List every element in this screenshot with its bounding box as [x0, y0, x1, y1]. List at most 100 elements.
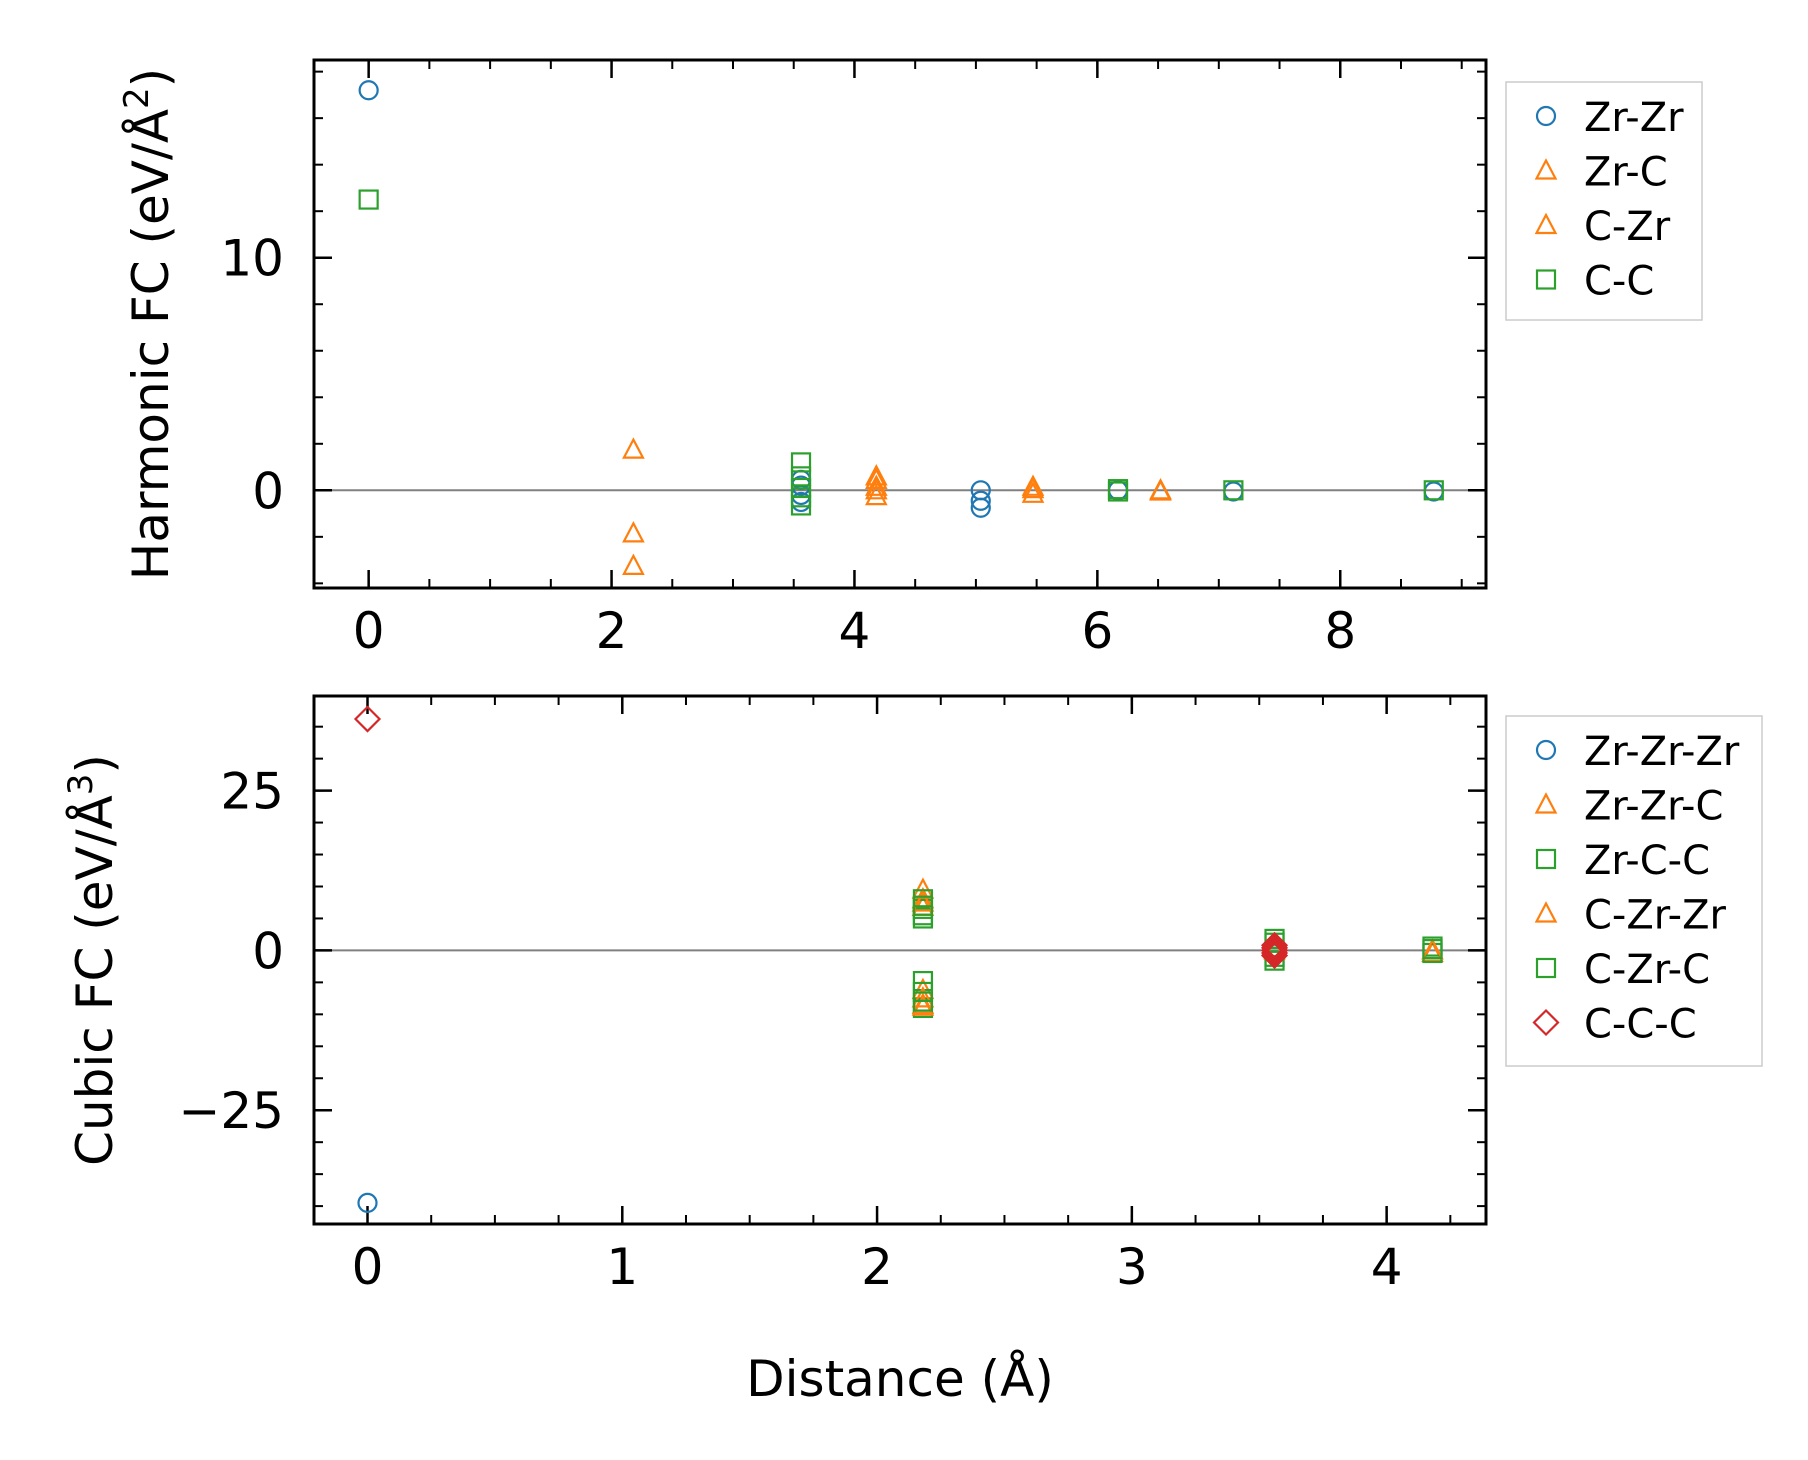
cubic-legend-box	[1505, 715, 1763, 1067]
series-Zr-Zr-Zr	[357, 937, 1285, 1214]
data-point-C-Zr-C	[1264, 950, 1285, 971]
data-point-C-C-C	[1260, 936, 1289, 964]
y-tick-label: 0	[252, 922, 284, 980]
legend-label-C-Zr-Zr: C-Zr-Zr	[1584, 893, 1726, 939]
data-point-Zr-Zr	[1423, 481, 1444, 502]
data-point-Zr-C	[622, 553, 645, 576]
data-point-Zr-C	[864, 474, 888, 496]
data-point-C-C-C	[353, 705, 382, 733]
series-C-C	[358, 189, 1444, 516]
harmonic-ticks	[314, 60, 1486, 588]
legend-label-C-C: C-C	[1584, 259, 1654, 305]
legend-label-Zr-Zr-Zr: Zr-Zr-Zr	[1584, 729, 1740, 775]
y-tick-label: 25	[220, 763, 284, 821]
legend-marker-Zr-Zr	[1535, 105, 1557, 127]
legend-marker-Zr-Zr-Zr	[1535, 739, 1557, 761]
data-point-C-Zr	[1149, 477, 1172, 500]
legend-label-C-Zr: C-Zr	[1584, 204, 1671, 250]
data-point-C-Zr	[864, 463, 888, 486]
legend-label-Zr-Zr-C: Zr-Zr-C	[1584, 784, 1723, 830]
data-point-C-C-C	[1260, 939, 1289, 967]
harmonic-axes-frame	[312, 58, 1488, 590]
legend-marker-C-Zr-C	[1535, 957, 1557, 979]
series-Zr-Zr-C	[911, 877, 1444, 1014]
data-point-C-C	[358, 189, 379, 210]
data-point-Zr-C	[1021, 481, 1045, 503]
harmonic-legend: Zr-Zr Zr-C C-Zr C-C	[1505, 81, 1703, 321]
legend-label-Zr-C: Zr-C	[1584, 150, 1668, 196]
x-tick-label: 4	[839, 602, 871, 660]
series-Zr-C-C	[912, 889, 1443, 1019]
legend-label-Zr-Zr: Zr-Zr	[1584, 95, 1684, 141]
data-point-C-Zr-C	[912, 905, 934, 926]
legend-marker-Zr-C-C	[1535, 848, 1557, 870]
data-point-C-C	[790, 452, 812, 473]
series-C-Zr-C	[912, 895, 1443, 1012]
x-tick-label: 0	[352, 1238, 384, 1296]
series-C-Zr	[864, 463, 1172, 500]
series-Zr-C	[622, 437, 1172, 576]
cubic-ylabel: Cubic FC (eV/Å3)	[61, 754, 124, 1166]
data-point-C-C	[1423, 480, 1444, 501]
cubic-tick-labels: 0 1 2 3 4 −25 0 25	[178, 763, 1402, 1296]
data-point-C-C-C	[1260, 931, 1289, 959]
x-tick-label: 6	[1081, 602, 1113, 660]
data-point-Zr-Zr	[970, 490, 991, 511]
series-C-Zr-Zr	[911, 890, 1444, 1016]
legend-marker-Zr-Zr-C	[1534, 792, 1558, 814]
legend-marker-C-C	[1535, 269, 1557, 290]
cubic-ticks	[314, 696, 1486, 1224]
legend-marker-C-Zr	[1534, 212, 1558, 235]
legend-label-Zr-C-C: Zr-C-C	[1584, 838, 1710, 884]
series-C-C-C	[353, 705, 1289, 970]
data-point-Zr-Zr	[970, 497, 991, 518]
data-point-C-C-C	[1260, 934, 1289, 962]
data-point-C-Zr-Zr	[911, 890, 935, 912]
x-tick-label: 4	[1371, 1238, 1403, 1296]
cubic-data-points	[353, 705, 1444, 1214]
legend-marker-C-C-C	[1532, 1008, 1560, 1037]
y-tick-label: 0	[252, 462, 284, 520]
legend-label-C-Zr-C: C-Zr-C	[1584, 947, 1710, 993]
data-point-C-Zr-C	[1422, 939, 1443, 960]
cubic-legend: Zr-Zr-Zr Zr-Zr-C Zr-C-C C-Zr-Zr C-Zr-C C-C-C	[1505, 715, 1763, 1067]
x-tick-label: 2	[861, 1238, 893, 1296]
x-tick-label: 1	[606, 1238, 638, 1296]
cubic-axes-frame	[312, 694, 1488, 1226]
harmonic-data-points	[358, 80, 1444, 576]
harmonic-tick-labels: 0 2 4 6 8 0 10	[220, 230, 1356, 660]
data-point-C-C	[1107, 481, 1129, 502]
cubic-legend-entries: Zr-Zr-Zr Zr-Zr-C Zr-C-C C-Zr-Zr C-Zr-C C-C-C	[1532, 729, 1740, 1048]
harmonic-panel: 0 2 4 6 8 0 10 Harmonic FC (eV/Å2) Zr-Zr Zr-C C-…	[117, 58, 1703, 660]
data-point-Zr-C	[622, 437, 645, 459]
data-point-C-C-C	[1260, 941, 1289, 970]
y-tick-label: −25	[178, 1082, 284, 1140]
data-point-Zr-C	[864, 483, 888, 506]
x-tick-label: 8	[1324, 602, 1356, 660]
data-point-C-Zr-C	[912, 991, 934, 1012]
data-point-C-C	[790, 495, 812, 516]
cubic-xlabel: Distance (Å)	[746, 1350, 1054, 1408]
data-point-C-Zr-Zr	[911, 985, 935, 1008]
legend-label-C-C-C: C-C-C	[1584, 1002, 1697, 1048]
data-point-C-Zr-C	[1264, 928, 1285, 950]
legend-marker-C-Zr-Zr	[1534, 901, 1558, 923]
data-point-Zr-Zr	[358, 80, 379, 101]
data-point-Zr-Zr	[1223, 481, 1244, 502]
y-tick-label: 10	[220, 230, 284, 288]
legend-marker-Zr-C	[1534, 158, 1558, 180]
x-tick-label: 2	[596, 602, 628, 660]
data-point-C-C	[1223, 480, 1244, 501]
data-point-C-Zr-Zr	[911, 994, 935, 1016]
x-tick-label: 0	[353, 602, 385, 660]
data-point-C-Zr	[1021, 476, 1045, 499]
x-tick-label: 3	[1116, 1238, 1148, 1296]
harmonic-legend-entries: Zr-Zr Zr-C C-Zr C-C	[1534, 95, 1684, 305]
data-point-Zr-C	[622, 520, 645, 543]
harmonic-ylabel: Harmonic FC (eV/Å2)	[117, 68, 180, 580]
data-point-C-C	[790, 466, 812, 487]
cubic-panel: 0 1 2 3 4 −25 0 25 Cubic FC (eV/Å3) Distance (Å…	[61, 694, 1763, 1408]
data-point-Zr-Zr-Zr	[357, 1192, 378, 1214]
series-Zr-Zr	[358, 80, 1444, 518]
